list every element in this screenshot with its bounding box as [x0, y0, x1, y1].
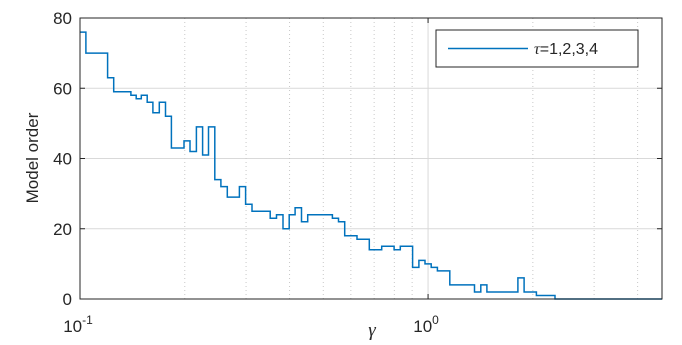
x-axis-label: γ — [368, 320, 376, 341]
y-tick-label: 0 — [63, 290, 72, 309]
x-tick-base: 10 — [413, 317, 432, 336]
x-tick-exponent: -1 — [82, 313, 93, 327]
y-tick-label: 80 — [53, 9, 72, 28]
y-tick-label: 20 — [53, 220, 72, 239]
x-tick-base: 10 — [63, 317, 82, 336]
y-axis-label: Model order — [23, 112, 42, 203]
legend: τ=1,2,3,4 — [435, 29, 639, 68]
x-tick-exponent: 0 — [432, 313, 439, 327]
legend-label-greek: τ — [534, 41, 541, 58]
legend-label: τ=1,2,3,4 — [534, 41, 598, 58]
x-tick-label: 100 — [413, 313, 439, 336]
x-ticks: 10-1 100 — [63, 18, 439, 336]
series-line — [80, 31, 662, 300]
y-tick-label: 40 — [53, 150, 72, 169]
legend-label-text: =1,2,3,4 — [540, 41, 598, 58]
y-ticks: 0 20 40 60 80 — [53, 9, 662, 309]
grid — [80, 18, 662, 299]
x-tick-label: 10-1 — [63, 313, 93, 336]
y-tick-label: 60 — [53, 79, 72, 98]
